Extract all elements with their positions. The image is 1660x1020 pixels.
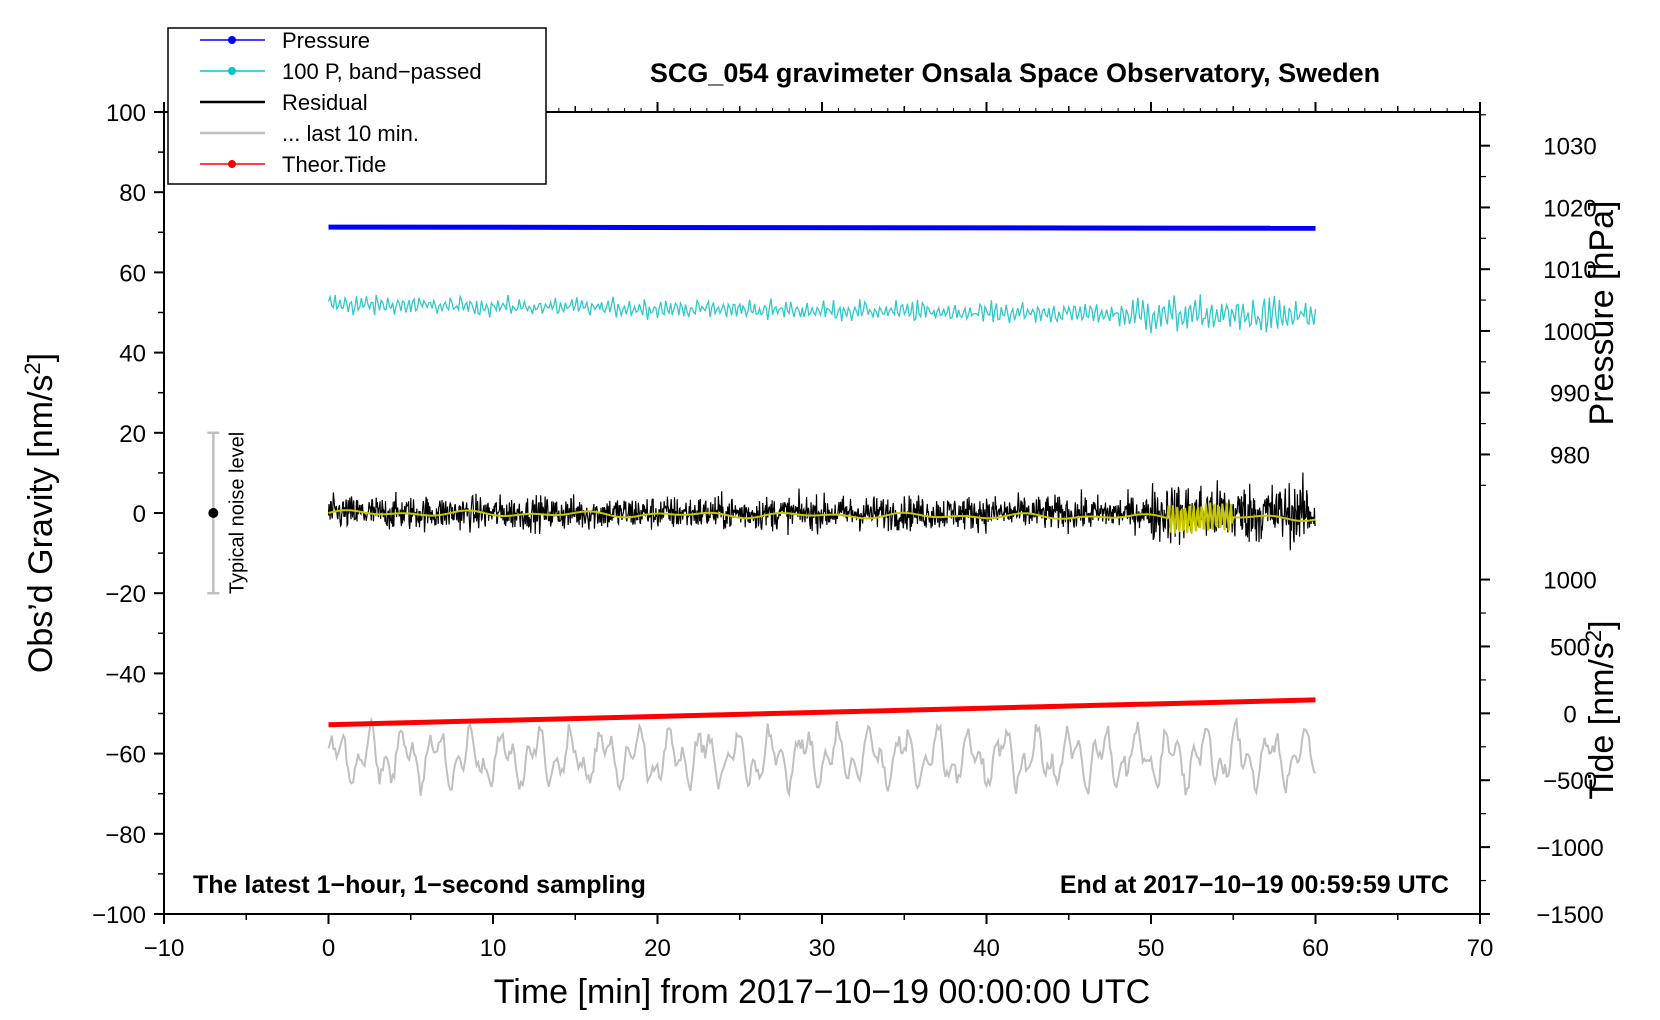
- y-tick-label-6: −20: [105, 581, 146, 608]
- y-axis-title-pressure: Pressure [hPa]: [1583, 201, 1621, 426]
- x-tick-label-6: 50: [1138, 935, 1165, 962]
- tide-tick-label-1: 500: [1550, 634, 1590, 661]
- noise-level-label: Typical noise level: [226, 432, 248, 594]
- annotation-sampling: The latest 1−hour, 1−second sampling: [193, 871, 646, 899]
- pressure-tick-label-3: 1000: [1543, 319, 1596, 346]
- x-tick-label-0: −10: [144, 935, 185, 962]
- chart-title: SCG_054 gravimeter Onsala Space Observat…: [650, 58, 1380, 88]
- noise-level-indicator: Typical noise level: [207, 431, 248, 595]
- y-tick-label-8: −60: [105, 742, 146, 769]
- y-axis-title-gravity-sup: 2: [20, 362, 45, 374]
- y-axis-title-tide-sup: 2: [1581, 630, 1606, 642]
- y-axis-title-gravity: Obs’d Gravity [nm/s2]: [20, 353, 60, 673]
- y-axis-tide: 1000 500 0 −500 −1000 −1500: [1480, 568, 1604, 929]
- x-tick-label-3: 20: [644, 935, 671, 962]
- legend-label-band-passed: 100 P, band−passed: [282, 59, 482, 84]
- x-tick-label-8: 70: [1467, 935, 1494, 962]
- pressure-tick-label-5: 980: [1550, 442, 1590, 469]
- y-tick-label-5: 0: [133, 501, 146, 528]
- x-axis-title: Time [min] from 2017−10−19 00:00:00 UTC: [494, 973, 1150, 1011]
- y-tick-label-1: 80: [119, 180, 146, 207]
- y-axis-title-gravity-main: Obs’d Gravity [nm/s: [22, 375, 60, 674]
- x-tick-label-4: 30: [809, 935, 836, 962]
- legend-marker-band-passed: [228, 67, 236, 75]
- series-residual-smoothed: [328, 502, 1316, 534]
- y-axis-pressure: 1030 1020 1010 1000 990 980: [1480, 114, 1597, 486]
- y-tick-label-7: −40: [105, 661, 146, 688]
- legend-marker-theor-tide: [228, 160, 236, 168]
- series-pressure: [328, 224, 1316, 231]
- series-theor-tide: [328, 697, 1316, 728]
- series-band-passed: [327, 293, 1317, 334]
- tide-tick-label-0: 1000: [1543, 568, 1596, 595]
- y-axis-gravity: 100 80 60 40 20 0 −20 −40 −60 −80 −100: [92, 100, 164, 929]
- y-tick-label-9: −80: [105, 822, 146, 849]
- legend-marker-pressure: [228, 36, 236, 44]
- noise-center-dot: [208, 508, 219, 518]
- x-tick-label-1: 0: [322, 935, 335, 962]
- series-layer: [327, 224, 1317, 799]
- tide-tick-label-5: −1500: [1536, 902, 1603, 929]
- y-tick-label-0: 100: [106, 100, 146, 127]
- pressure-tick-label-0: 1030: [1543, 134, 1596, 161]
- legend-item-band-passed: 100 P, band−passed: [200, 59, 482, 84]
- legend: Pressure 100 P, band−passed Residual ...…: [167, 27, 547, 185]
- y-tick-label-2: 60: [119, 260, 146, 287]
- y-axis-title-gravity-end: ]: [22, 353, 60, 362]
- pressure-tick-label-2: 1010: [1543, 257, 1596, 284]
- pressure-tick-label-4: 990: [1550, 381, 1590, 408]
- series-last-10-min: [327, 716, 1317, 799]
- pressure-tick-label-1: 1020: [1543, 195, 1596, 222]
- legend-item-last-10-min: ... last 10 min.: [200, 121, 419, 146]
- series-residual: [327, 472, 1317, 551]
- y-tick-label-4: 20: [119, 421, 146, 448]
- legend-label-pressure: Pressure: [282, 28, 370, 53]
- tide-tick-label-3: −500: [1543, 768, 1597, 795]
- legend-item-pressure: Pressure: [200, 28, 370, 53]
- y-axis-title-tide: Tide [nm/s2]: [1581, 620, 1621, 799]
- legend-label-theor-tide: Theor.Tide: [282, 152, 386, 177]
- legend-label-last-10-min: ... last 10 min.: [282, 121, 419, 146]
- x-axis: −10 0 10 20 30 40 50 60 70: [144, 102, 1494, 962]
- tide-tick-label-2: 0: [1563, 701, 1576, 728]
- x-tick-label-7: 60: [1302, 935, 1329, 962]
- legend-box: [167, 27, 547, 185]
- x-tick-label-2: 10: [480, 935, 507, 962]
- y-axis-title-tide-end: ]: [1583, 620, 1621, 629]
- tide-tick-label-4: −1000: [1536, 835, 1603, 862]
- y-tick-label-3: 40: [119, 341, 146, 368]
- x-tick-label-5: 40: [973, 935, 1000, 962]
- legend-label-residual: Residual: [282, 90, 368, 115]
- legend-item-theor-tide: Theor.Tide: [200, 152, 386, 177]
- y-axis-title-tide-main: Tide [nm/s: [1583, 642, 1621, 799]
- y-tick-label-10: −100: [92, 902, 146, 929]
- legend-item-residual: Residual: [200, 90, 368, 115]
- annotation-end-time: End at 2017−10−19 00:59:59 UTC: [1060, 871, 1449, 899]
